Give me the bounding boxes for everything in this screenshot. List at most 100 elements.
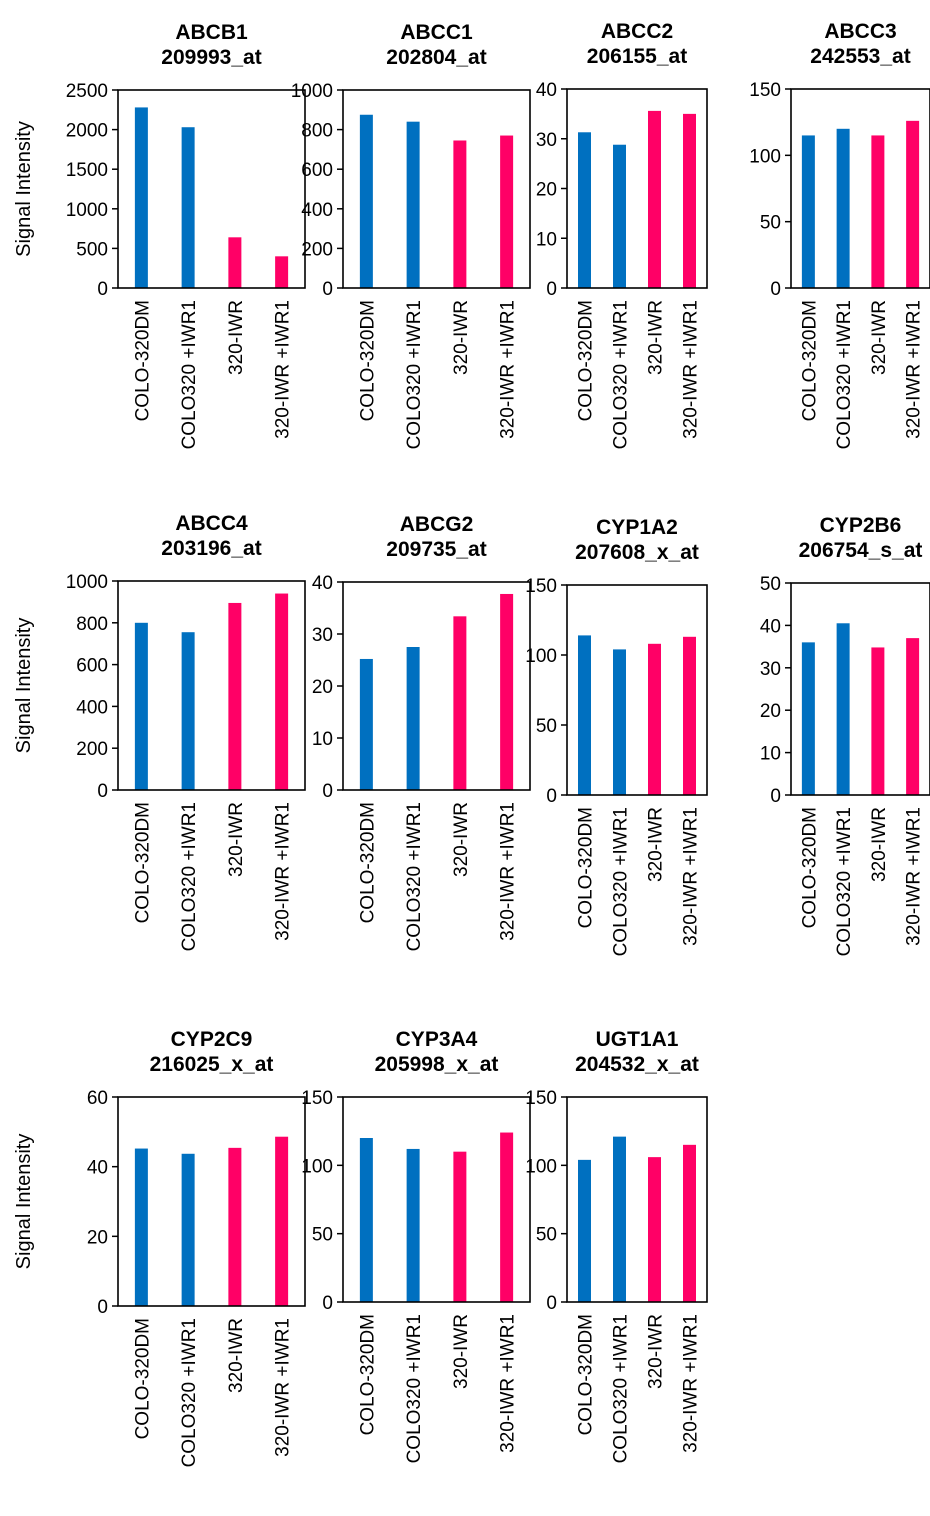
bar	[500, 1132, 514, 1302]
y-tick-label: 50	[760, 213, 781, 234]
category-label: 320-IWR	[451, 300, 472, 375]
y-tick-label: 800	[76, 614, 108, 635]
chart-title-probe: 209735_at	[386, 538, 486, 561]
bar	[228, 237, 242, 288]
bar	[683, 113, 696, 288]
y-tick-label: 0	[97, 781, 108, 802]
y-tick-label: 0	[770, 279, 781, 300]
y-axis-label: Signal Intensity	[13, 121, 35, 257]
bar	[836, 128, 850, 288]
category-label: 320-IWR +IWR1	[681, 1314, 702, 1453]
category-label: COLO320 +IWR1	[404, 1314, 425, 1463]
bar	[134, 1148, 148, 1306]
bar	[453, 1151, 467, 1302]
category-label: COLO320 +IWR1	[179, 1318, 200, 1467]
category-label: COLO-320DM	[132, 1318, 153, 1439]
category-label: 320-IWR	[869, 300, 890, 375]
y-tick-label: 0	[322, 1293, 333, 1314]
plot-frame	[790, 88, 930, 289]
y-tick-label: 200	[76, 739, 108, 760]
y-tick-label: 2000	[66, 121, 108, 142]
chart-title-probe: 202804_at	[386, 46, 486, 69]
chart-title-probe: 209993_at	[161, 46, 261, 69]
bar	[578, 132, 591, 288]
bar	[613, 144, 626, 288]
y-tick-label: 50	[536, 1225, 557, 1246]
bar	[613, 649, 626, 795]
bar	[500, 593, 514, 790]
chart-title-gene: ABCC2	[601, 20, 673, 43]
y-tick-label: 150	[301, 1088, 333, 1109]
y-tick-label: 50	[536, 716, 557, 737]
chart-title-probe: 203196_at	[161, 537, 261, 560]
y-tick-label: 0	[322, 781, 333, 802]
y-tick-label: 40	[87, 1158, 108, 1179]
category-label: COLO-320DM	[132, 300, 153, 421]
bar	[648, 110, 661, 288]
category-label: COLO320 +IWR1	[611, 807, 632, 956]
y-tick-label: 0	[97, 1297, 108, 1318]
y-tick-label: 20	[312, 677, 333, 698]
bar	[228, 1147, 242, 1306]
category-label: 320-IWR	[869, 807, 890, 882]
bar	[453, 140, 467, 288]
chart-title-gene: CYP3A4	[396, 1028, 478, 1051]
chart-title-probe: 206754_s_at	[799, 539, 923, 562]
category-label: 320-IWR +IWR1	[904, 807, 925, 946]
plot-frame	[566, 88, 708, 289]
plot-frame	[117, 1096, 306, 1307]
y-tick-label: 0	[322, 279, 333, 300]
y-tick-label: 1500	[66, 160, 108, 181]
bar	[871, 647, 885, 795]
y-tick-label: 50	[760, 574, 781, 595]
chart-title-gene: ABCC4	[175, 512, 248, 535]
plot-frame	[342, 1096, 531, 1303]
plot-frame	[566, 584, 708, 796]
y-tick-label: 10	[312, 729, 333, 750]
category-label: 320-IWR +IWR1	[904, 300, 925, 439]
category-label: 320-IWR	[451, 802, 472, 877]
plot-frame	[342, 89, 531, 289]
category-label: COLO-320DM	[357, 300, 378, 421]
category-label: COLO-320DM	[576, 807, 597, 928]
category-label: COLO320 +IWR1	[834, 807, 855, 956]
bar	[648, 1157, 661, 1302]
y-tick-label: 1000	[291, 81, 333, 102]
category-label: 320-IWR	[226, 802, 247, 877]
y-tick-label: 40	[536, 80, 557, 101]
chart-title-probe: 204532_x_at	[575, 1053, 699, 1076]
chart-title-probe: 205998_x_at	[375, 1053, 499, 1076]
category-label: COLO-320DM	[357, 1314, 378, 1435]
y-tick-label: 0	[97, 279, 108, 300]
y-tick-label: 800	[301, 121, 333, 142]
category-label: 320-IWR	[646, 1314, 667, 1389]
bar	[801, 135, 815, 288]
bar	[359, 1138, 373, 1302]
bar	[871, 135, 885, 288]
y-tick-label: 40	[312, 573, 333, 594]
bar	[453, 616, 467, 790]
bar	[406, 121, 420, 289]
y-tick-label: 0	[546, 786, 557, 807]
plot-frame	[117, 580, 306, 791]
y-tick-label: 150	[525, 1088, 557, 1109]
plot-frame	[342, 581, 531, 791]
y-tick-label: 10	[760, 744, 781, 765]
category-label: COLO320 +IWR1	[404, 802, 425, 951]
category-label: 320-IWR +IWR1	[498, 802, 519, 941]
bar	[801, 642, 815, 795]
chart-title-gene: CYP2C9	[171, 1028, 253, 1051]
y-axis-label: Signal Intensity	[13, 618, 35, 754]
bar	[275, 1136, 289, 1306]
bar	[406, 1148, 420, 1302]
bar	[906, 120, 920, 288]
y-tick-label: 100	[525, 1156, 557, 1177]
category-label: 320-IWR +IWR1	[273, 300, 294, 439]
y-tick-label: 20	[536, 180, 557, 201]
bar	[181, 1153, 195, 1306]
y-tick-label: 100	[749, 146, 781, 167]
